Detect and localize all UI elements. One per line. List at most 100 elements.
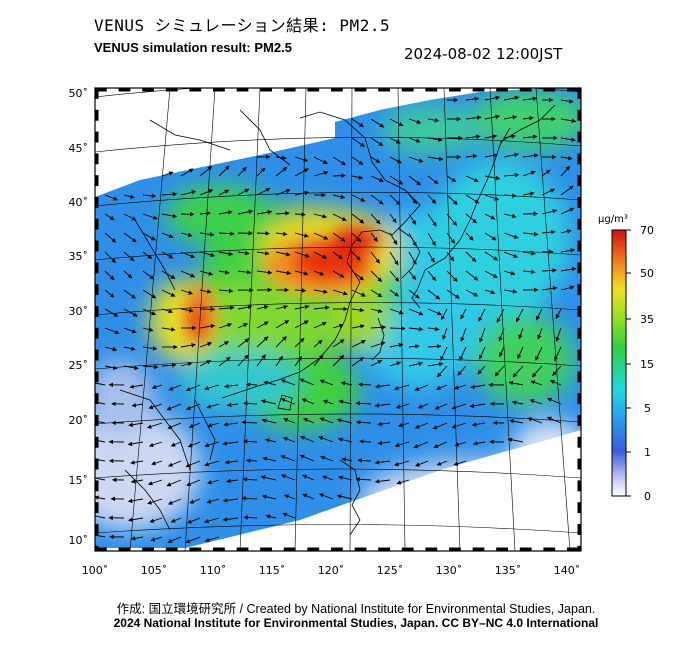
wind-arrow xyxy=(427,194,437,204)
wind-arrow xyxy=(332,213,347,221)
wind-arrow xyxy=(207,479,220,485)
wind-arrow xyxy=(509,418,524,424)
wind-arrow xyxy=(394,460,410,467)
wind-arrow xyxy=(472,441,486,446)
wind-arrow xyxy=(552,365,562,376)
wind-arrow xyxy=(503,213,517,219)
wind-arrow xyxy=(389,326,406,331)
wind-arrow xyxy=(204,441,220,448)
wind-arrow xyxy=(256,251,270,256)
wind-arrow xyxy=(465,213,477,224)
wind-arrow xyxy=(408,213,417,226)
lat-tick-label: 10˚ xyxy=(69,534,89,547)
lon-tick-label: 130˚ xyxy=(436,564,463,577)
wind-arrow xyxy=(180,270,196,278)
wind-arrow xyxy=(313,213,328,219)
wind-arrow xyxy=(313,170,329,177)
wind-arrow xyxy=(460,327,467,343)
wind-arrow xyxy=(389,213,397,224)
wind-arrow xyxy=(446,232,455,244)
wind-arrow xyxy=(199,189,214,196)
wind-arrow xyxy=(180,343,196,348)
wind-arrow xyxy=(484,232,497,241)
wind-arrow xyxy=(529,399,543,405)
wind-arrow xyxy=(541,188,556,196)
wind-arrow xyxy=(275,336,287,348)
wind-arrow xyxy=(397,422,410,428)
wind-arrow xyxy=(226,402,239,408)
wind-arrow xyxy=(104,289,115,298)
wind-arrow xyxy=(256,270,273,275)
wind-arrow xyxy=(517,346,524,360)
wind-arrow xyxy=(280,398,296,405)
wind-arrow xyxy=(547,397,562,405)
copyright-line: 2024 National Institute for Environmenta… xyxy=(113,616,599,630)
wind-arrow xyxy=(560,248,576,253)
wind-arrow xyxy=(245,458,258,463)
wind-arrow xyxy=(275,320,290,329)
wind-arrow xyxy=(280,379,296,386)
colorbar-tick-label: 50 xyxy=(640,267,654,280)
wind-arrow xyxy=(303,418,315,424)
wind-arrow xyxy=(446,270,458,282)
wind-arrow xyxy=(503,232,519,239)
wind-arrow xyxy=(503,289,518,294)
colorbar-tick-label: 0 xyxy=(644,490,651,503)
wind-arrow xyxy=(275,231,288,237)
wind-arrow xyxy=(130,479,144,484)
wind-arrow xyxy=(275,211,290,216)
wind-arrow xyxy=(427,175,439,185)
wind-arrow xyxy=(370,118,385,128)
wind-arrow xyxy=(168,384,182,391)
wind-arrow xyxy=(180,251,196,259)
wind-arrow xyxy=(370,289,383,297)
wind-arrow xyxy=(332,339,345,348)
wind-arrow xyxy=(427,156,444,162)
wind-arrow xyxy=(161,232,174,239)
wind-arrow xyxy=(275,304,289,310)
wind-arrow xyxy=(123,270,133,279)
wind-arrow xyxy=(199,289,212,294)
wind-arrow xyxy=(150,536,163,542)
wind-arrow xyxy=(357,458,372,463)
wind-arrow xyxy=(319,417,334,424)
wind-arrow xyxy=(294,355,302,367)
wind-arrow xyxy=(414,384,429,391)
wind-arrow xyxy=(408,118,422,124)
wind-arrow xyxy=(187,517,201,524)
wind-arrow xyxy=(374,403,391,408)
wind-arrow xyxy=(435,384,448,390)
wind-arrow xyxy=(170,441,182,447)
wind-arrow xyxy=(302,474,315,481)
wind-arrow xyxy=(318,435,334,443)
wind-arrow xyxy=(206,498,220,504)
wind-arrow xyxy=(351,175,364,180)
wind-arrow xyxy=(256,321,269,329)
wind-arrow xyxy=(508,380,524,386)
wind-arrow xyxy=(351,213,365,224)
wind-arrow xyxy=(218,288,234,294)
lon-tick-label: 110˚ xyxy=(200,564,227,577)
wind-arrow xyxy=(161,362,177,368)
wind-arrow xyxy=(142,232,156,241)
wind-arrow xyxy=(256,167,266,177)
wind-arrow xyxy=(393,384,410,391)
wind-arrow xyxy=(503,152,519,158)
wind-arrow xyxy=(222,441,239,446)
wind-arrow xyxy=(95,475,106,481)
longitude-axis: 100˚ 105˚ 110˚ 115˚ 120˚ 125˚ 130˚ 135˚ … xyxy=(82,564,581,577)
wind-arrow xyxy=(161,251,174,259)
wind-arrow xyxy=(389,137,401,144)
wind-arrow xyxy=(142,346,158,351)
wind-arrow xyxy=(199,251,216,258)
wind-arrow xyxy=(503,172,520,178)
wind-arrow xyxy=(161,289,176,297)
wind-arrow xyxy=(313,354,324,367)
wind-arrow xyxy=(199,341,213,348)
wind-arrow xyxy=(282,512,296,519)
wind-arrow xyxy=(375,384,391,389)
wind-arrow xyxy=(351,357,365,367)
wind-arrow xyxy=(560,185,574,196)
wind-arrow xyxy=(263,380,277,386)
wind-arrow xyxy=(377,421,391,427)
